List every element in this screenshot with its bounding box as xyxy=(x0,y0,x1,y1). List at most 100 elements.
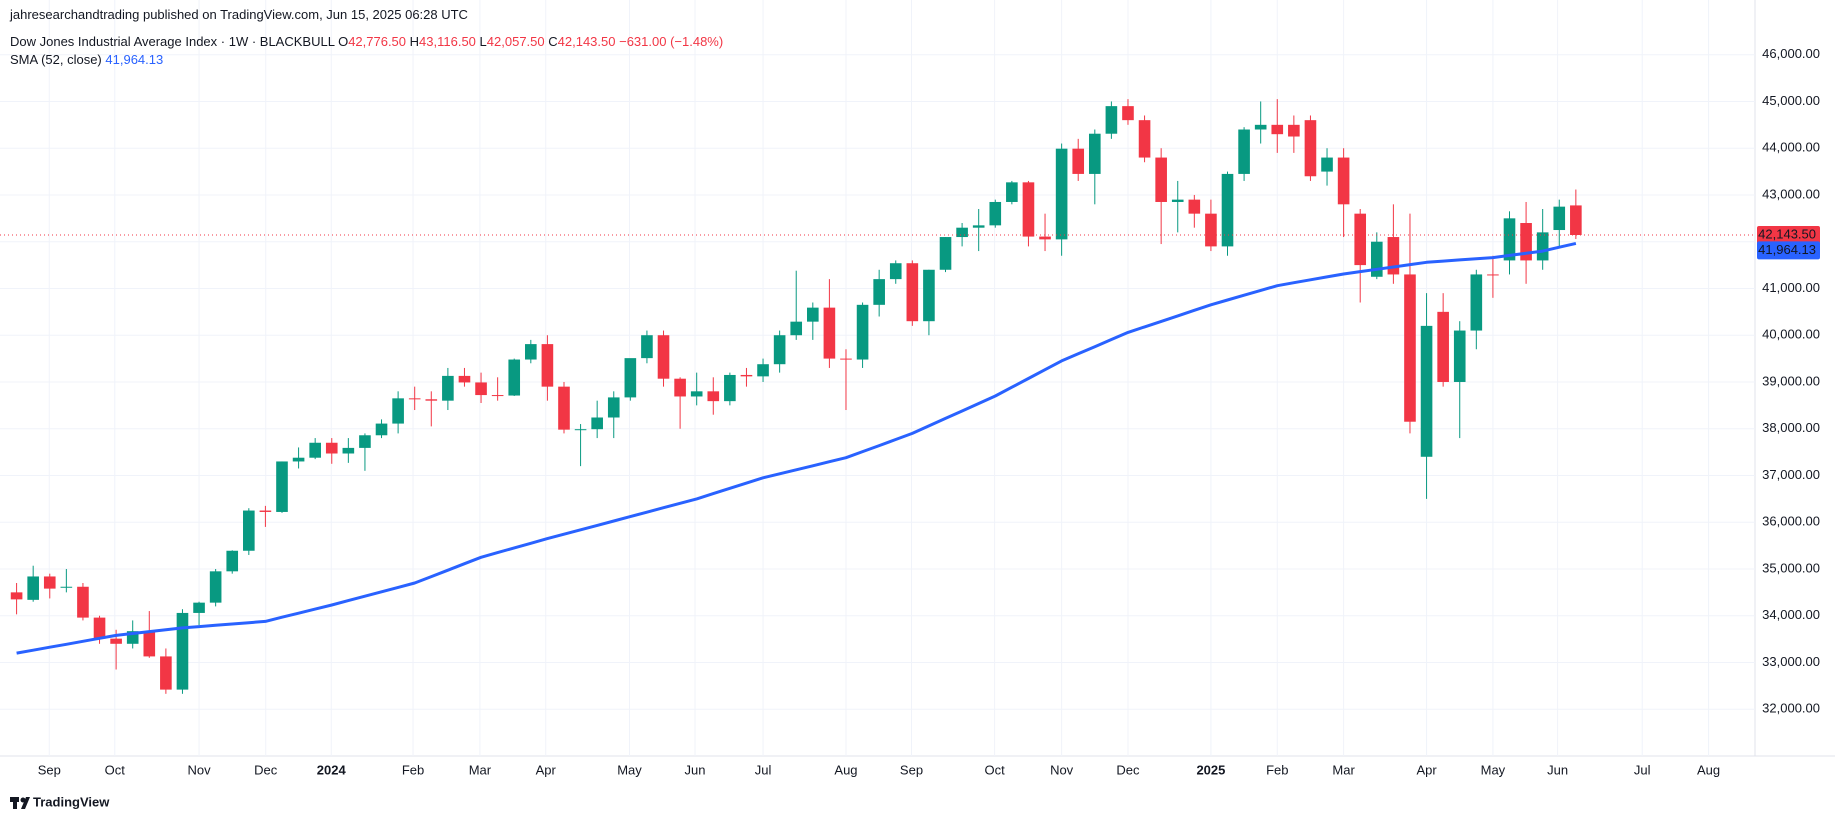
x-tick-label: Nov xyxy=(1050,762,1074,777)
candle-body xyxy=(259,510,272,512)
candle-body xyxy=(292,457,305,462)
y-tick-label: 34,000.00 xyxy=(1762,607,1820,622)
x-tick-label: Apr xyxy=(1416,762,1437,777)
candle-body xyxy=(359,435,371,448)
candle-body xyxy=(1437,311,1449,382)
candle-body xyxy=(27,576,39,600)
x-tick-label: 2025 xyxy=(1196,762,1225,777)
x-tick-label: Dec xyxy=(1116,762,1140,777)
candle-body xyxy=(1205,213,1217,247)
o: O xyxy=(338,34,349,49)
candle-body xyxy=(176,612,189,690)
candle-body xyxy=(1520,223,1532,261)
candle-body xyxy=(1006,182,1018,202)
y-tick-label: 43,000.00 xyxy=(1762,186,1820,201)
candle-body xyxy=(309,442,321,458)
candle-body xyxy=(491,395,504,397)
candle-body xyxy=(1288,124,1300,137)
candle-body xyxy=(1122,106,1134,121)
y-tick-label: 39,000.00 xyxy=(1762,373,1820,388)
candle-body xyxy=(690,391,703,397)
x-tick-label: Oct xyxy=(105,762,126,777)
h: H xyxy=(409,34,420,49)
candle-body xyxy=(442,375,454,401)
candle-body xyxy=(1470,274,1483,331)
candle-body xyxy=(740,374,753,377)
candle-body xyxy=(1055,148,1068,240)
candle-body xyxy=(1453,330,1466,382)
candle-body xyxy=(873,279,885,305)
candle-body xyxy=(193,602,205,613)
candle-body xyxy=(143,631,156,657)
low: 42,057.50 xyxy=(486,34,545,49)
y-tick-label: 33,000.00 xyxy=(1762,654,1820,669)
x-tick-label: Feb xyxy=(1266,762,1288,777)
candle-body xyxy=(1155,157,1167,202)
c: C xyxy=(548,34,558,49)
candle-body xyxy=(1271,124,1284,135)
candle-body xyxy=(591,417,603,430)
candle-body xyxy=(989,201,1002,226)
open: 42,776.50 xyxy=(348,34,407,49)
candle-body xyxy=(1321,157,1333,172)
x-tick-label: Jul xyxy=(755,762,772,777)
candle-body xyxy=(475,382,487,396)
candle-body xyxy=(77,586,89,618)
x-tick-label: Apr xyxy=(536,762,557,777)
y-tick-label: 45,000.00 xyxy=(1762,93,1820,108)
candle-body xyxy=(972,225,985,228)
sma-line xyxy=(16,241,1577,655)
candle-body xyxy=(276,461,288,512)
sma-value: 41,964.13 xyxy=(105,52,164,67)
last-price-label: 42,143.50 xyxy=(1758,226,1816,241)
candle-body xyxy=(1536,232,1549,261)
candle-body xyxy=(607,397,620,418)
y-tick-label: 37,000.00 xyxy=(1762,467,1820,482)
candle-body xyxy=(375,423,388,436)
logo-text: TradingView xyxy=(33,794,110,809)
candle-body xyxy=(392,398,404,424)
y-tick-label: 40,000.00 xyxy=(1762,327,1820,342)
x-tick-label: Mar xyxy=(1332,762,1355,777)
high: 43,116.50 xyxy=(419,34,476,49)
candle-body xyxy=(641,335,653,359)
candle-body xyxy=(1570,205,1582,236)
candle-body xyxy=(342,447,355,454)
x-tick-label: Mar xyxy=(469,762,492,777)
x-tick-label: Dec xyxy=(254,762,278,777)
candle-body xyxy=(1105,106,1118,134)
candle-body xyxy=(209,571,222,603)
y-tick-label: 35,000.00 xyxy=(1762,560,1820,575)
x-tick-label: May xyxy=(617,762,642,777)
x-tick-label: Jun xyxy=(1547,762,1568,777)
candle-body xyxy=(458,375,471,383)
x-tick-label: Feb xyxy=(402,762,424,777)
candle-body xyxy=(1370,241,1383,277)
candle-body xyxy=(126,631,139,644)
candle-body xyxy=(840,358,852,360)
candle-body xyxy=(807,307,819,322)
x-tick-label: Aug xyxy=(834,762,857,777)
candle-body xyxy=(1304,120,1317,177)
candle-body xyxy=(93,617,106,639)
candle-body xyxy=(325,442,338,454)
legend-line: Dow Jones Industrial Average Index · 1W … xyxy=(10,34,723,49)
candle-body xyxy=(508,359,521,396)
y-tick-label: 36,000.00 xyxy=(1762,514,1820,529)
candle-body xyxy=(657,335,670,379)
y-tick-label: 46,000.00 xyxy=(1762,46,1820,61)
candle-body xyxy=(724,374,736,402)
candle-body xyxy=(1503,218,1516,261)
logo: TradingView xyxy=(10,794,110,809)
candle-body xyxy=(1254,124,1267,130)
candle-body xyxy=(1072,148,1085,174)
published-line: jahresearchandtrading published on Tradi… xyxy=(10,7,468,22)
y-tick-label: 44,000.00 xyxy=(1762,140,1820,155)
candle-body xyxy=(1171,199,1184,202)
candle-body xyxy=(1420,325,1433,457)
sma-price-label: 41,964.13 xyxy=(1758,242,1816,257)
x-tick-label: May xyxy=(1481,762,1506,777)
candle-body xyxy=(1188,199,1201,214)
y-tick-label: 32,000.00 xyxy=(1762,701,1820,716)
